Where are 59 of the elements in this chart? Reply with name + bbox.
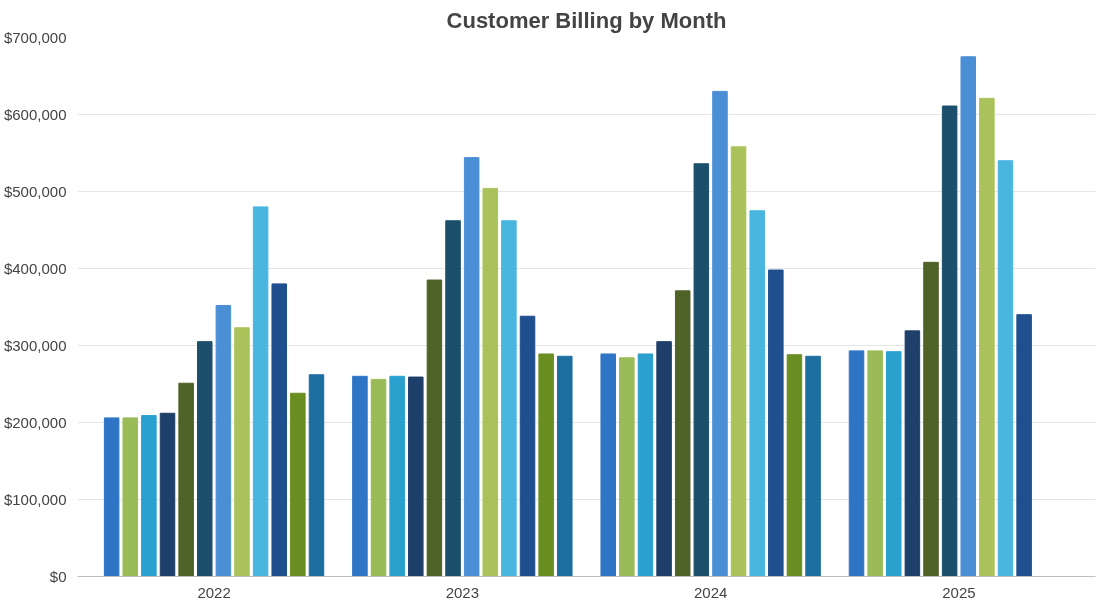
- bar: [519, 315, 536, 577]
- bar: [693, 163, 710, 577]
- y-tick-label: $600,000: [3, 106, 67, 123]
- bar: [408, 376, 424, 577]
- bar: [805, 355, 821, 577]
- bar: [867, 350, 883, 577]
- x-tick-label: 2023: [445, 583, 480, 601]
- bar: [557, 355, 573, 577]
- bar: [159, 412, 176, 577]
- bar: [923, 261, 939, 577]
- bar: [389, 375, 405, 577]
- x-tick-label: 2024: [693, 583, 728, 601]
- bar: [215, 304, 232, 577]
- bar: [619, 357, 635, 577]
- bar: [141, 415, 157, 577]
- chart-title: Customer Billing by Month: [446, 7, 727, 33]
- bar: [445, 220, 461, 577]
- bar: [712, 90, 728, 577]
- bar: [600, 353, 616, 577]
- bar: [1016, 314, 1032, 577]
- bar: [768, 269, 784, 577]
- bar: [941, 105, 958, 577]
- bar: [426, 279, 443, 577]
- bar: [482, 187, 499, 577]
- x-tick-label: 2025: [942, 583, 976, 601]
- bar: [463, 157, 480, 577]
- y-tick-label: $500,000: [3, 183, 67, 200]
- y-tick-label: $200,000: [3, 414, 67, 431]
- bar: [848, 350, 865, 577]
- bar: [252, 206, 269, 577]
- bar: [656, 341, 672, 577]
- bar: [886, 351, 902, 577]
- bar: [674, 290, 691, 577]
- y-tick-label: $300,000: [3, 337, 67, 354]
- bar: [960, 56, 977, 577]
- bar: [352, 375, 368, 577]
- y-tick-label: $400,000: [3, 260, 67, 277]
- bar: [538, 353, 554, 577]
- bar: [234, 327, 250, 577]
- bar: [749, 210, 765, 577]
- y-tick-label: $700,000: [3, 29, 67, 46]
- y-tick-label: $100,000: [3, 491, 67, 508]
- bar: [637, 353, 654, 577]
- x-tick-label: 2022: [197, 583, 231, 601]
- bar: [271, 283, 287, 577]
- bar: [290, 392, 306, 577]
- bar: [979, 97, 995, 577]
- bar: [196, 341, 213, 577]
- bar: [178, 382, 194, 577]
- bar: [308, 374, 325, 577]
- bar: [501, 220, 517, 577]
- bar: [370, 378, 387, 577]
- bar: [122, 417, 139, 577]
- bar: [103, 417, 120, 577]
- bar: [786, 354, 803, 577]
- bar: [997, 160, 1014, 577]
- bar: [730, 146, 747, 577]
- bar: [904, 330, 921, 577]
- y-tick-label: $0: [49, 568, 67, 585]
